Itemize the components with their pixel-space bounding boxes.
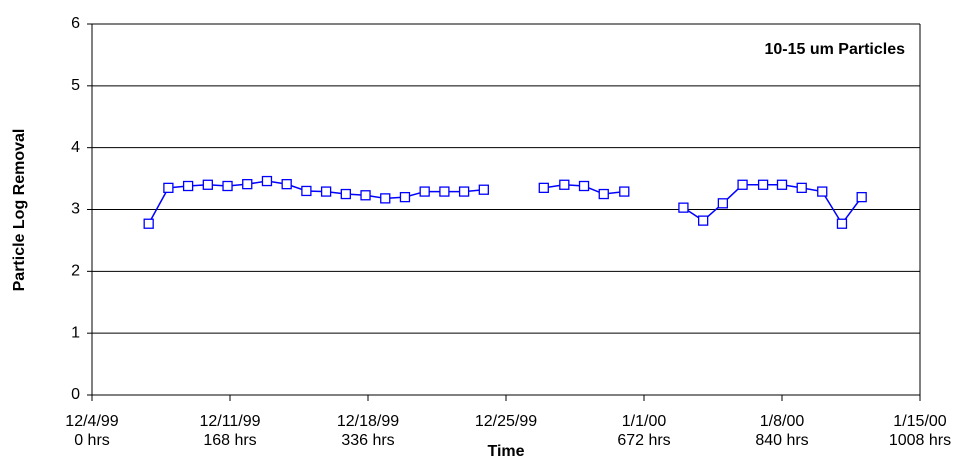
line (683, 184, 863, 226)
line (148, 180, 484, 225)
x-tick-hours: 840 hrs (755, 432, 808, 449)
x-tick-label: 12/18/99 (337, 413, 399, 430)
y-tick-label: 6 (71, 15, 80, 32)
y-axis-label: Particle Log Removal (11, 129, 28, 292)
x-tick-label: 12/11/99 (199, 413, 260, 430)
x-tick-label: 12/4/99 (65, 413, 118, 430)
marker (678, 202, 689, 213)
x-tick-hours: 672 hrs (617, 432, 670, 449)
marker (559, 179, 570, 190)
marker (301, 185, 312, 197)
marker (340, 188, 351, 200)
x-tick-hours: 168 hrs (203, 432, 256, 449)
marker (856, 191, 867, 203)
y-tick-label: 1 (71, 324, 80, 341)
marker (458, 186, 470, 197)
x-axis-label: Time (487, 443, 524, 460)
marker (419, 186, 430, 197)
marker (757, 179, 769, 190)
marker (836, 218, 848, 229)
marker (478, 184, 489, 195)
marker (538, 182, 549, 194)
marker (796, 182, 807, 194)
x-tick-label: 1/8/00 (760, 413, 805, 430)
marker (143, 218, 154, 229)
marker (619, 186, 630, 197)
marker (399, 191, 411, 203)
marker (717, 198, 729, 209)
y-tick-label: 5 (71, 77, 80, 94)
annotation: 10-15 um Particles (764, 41, 905, 58)
x-tick-hours: 336 hrs (341, 432, 394, 449)
marker (817, 186, 828, 197)
marker (281, 178, 292, 190)
marker (578, 180, 590, 192)
marker (242, 178, 253, 190)
marker (737, 179, 748, 190)
y-tick-label: 0 (71, 386, 80, 403)
y-tick-label: 3 (71, 201, 80, 218)
marker (360, 190, 371, 201)
x-tick-hours: 1008 hrs (889, 432, 951, 449)
marker (598, 188, 609, 200)
x-tick-label: 1/1/00 (622, 413, 667, 430)
marker (380, 193, 391, 204)
x-tick-label: 12/25/99 (475, 413, 537, 430)
y-tick-label: 2 (71, 263, 80, 280)
marker (182, 180, 194, 192)
marker (697, 215, 709, 226)
marker (439, 186, 450, 197)
marker (202, 179, 213, 190)
marker (222, 180, 233, 192)
marker (163, 182, 174, 194)
marker (261, 175, 273, 187)
marker (320, 186, 332, 197)
marker (776, 179, 788, 190)
x-tick-hours: 0 hrs (74, 432, 110, 449)
y-tick-label: 4 (71, 139, 80, 156)
x-tick-label: 1/15/00 (893, 413, 946, 430)
